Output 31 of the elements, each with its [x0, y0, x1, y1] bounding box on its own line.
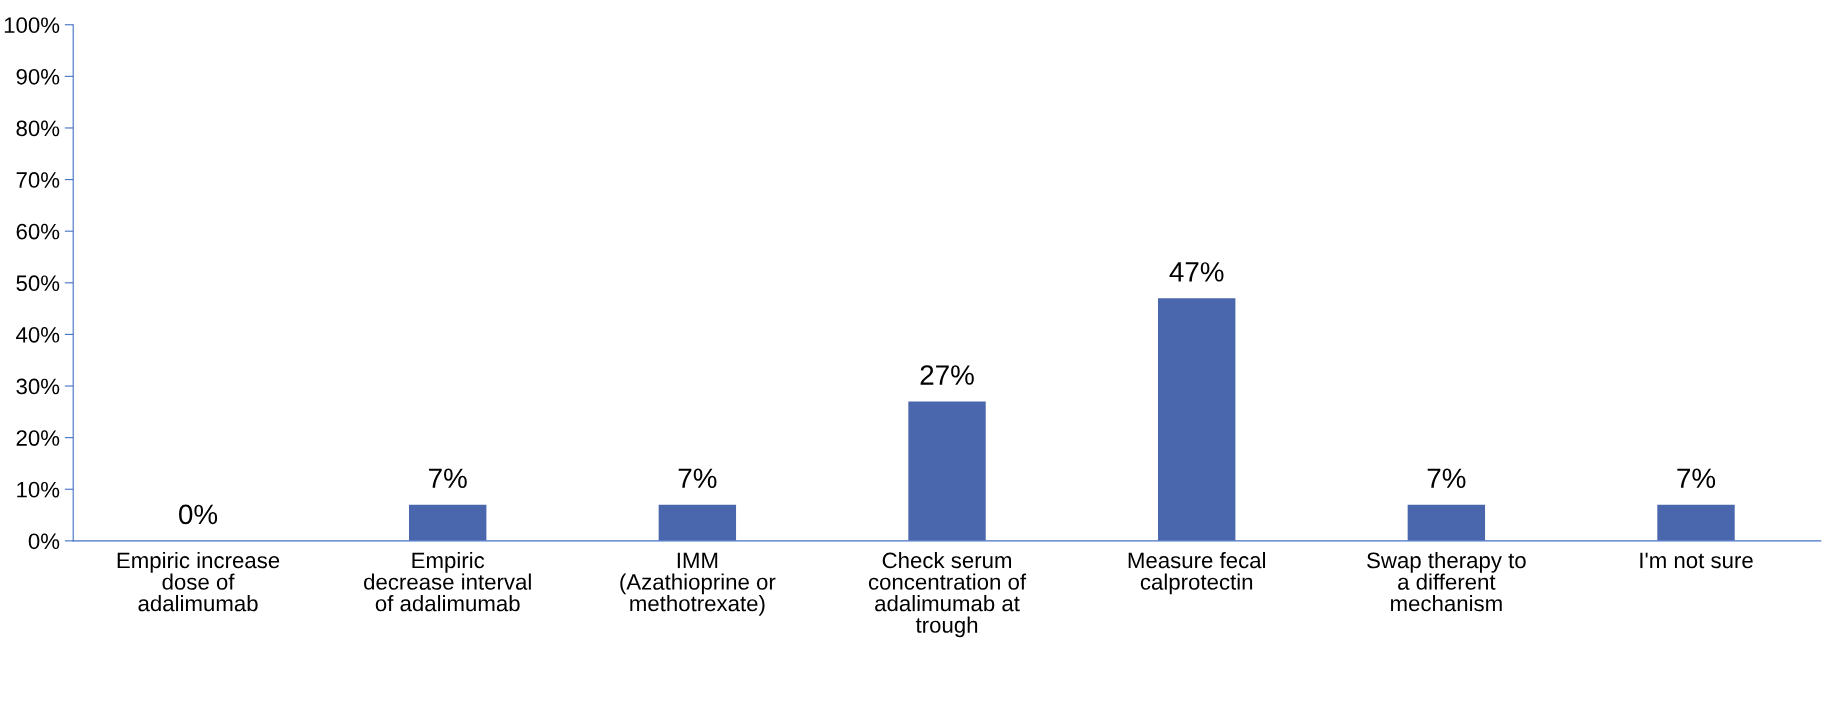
data-label: 7% [678, 468, 717, 489]
x-tick-label: Measure fecal calprotectin [1128, 551, 1265, 595]
y-tick-label: 90% [16, 68, 60, 85]
y-tick-label: 60% [16, 223, 60, 240]
y-tick-label: 0% [28, 533, 60, 550]
bar [658, 504, 737, 541]
data-label: 0% [179, 504, 218, 525]
y-tick-label: 20% [16, 430, 60, 446]
x-tick-label: Empiric decrease interval of adalimumab [364, 551, 531, 612]
bar [409, 504, 487, 541]
y-tick-label: 40% [16, 326, 60, 343]
data-label: 7% [1677, 468, 1716, 489]
y-tick-label: 50% [16, 275, 60, 292]
bar [1657, 504, 1735, 541]
data-label: 7% [429, 468, 467, 489]
data-label: 47% [1169, 262, 1224, 282]
x-tick-label: Check serum concentration of adalimumab at trough [868, 551, 1027, 638]
x-tick-label: IMM (Azathioprine or methotrexate) [620, 552, 776, 616]
bar [1157, 298, 1236, 541]
y-tick-label: 10% [17, 481, 60, 498]
x-tick-label: Empiric increase dose of adalimumab [117, 551, 280, 612]
bar [1407, 504, 1486, 541]
data-label: 7% [1427, 468, 1466, 489]
y-tick-label: 100% [4, 17, 60, 34]
data-label: 27% [920, 365, 974, 385]
x-tick-label: I'm not sure [1640, 552, 1753, 569]
y-tick-label: 70% [16, 172, 60, 188]
x-tick-label: Swap therapy to a different mechanism [1367, 551, 1526, 612]
y-tick-label: 80% [16, 120, 60, 137]
y-tick-label: 30% [16, 378, 60, 395]
bar [908, 401, 986, 541]
